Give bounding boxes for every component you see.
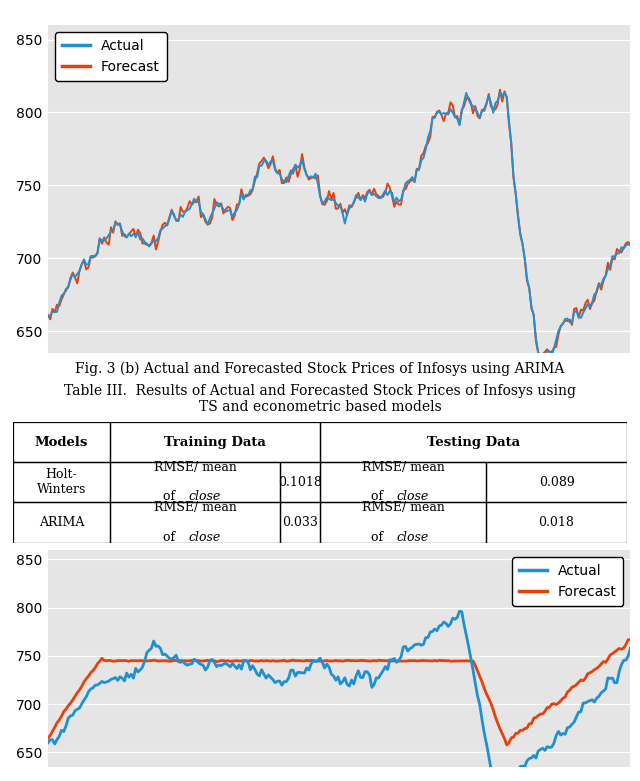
Text: close: close — [397, 530, 429, 544]
Text: Models: Models — [35, 436, 88, 448]
Forecast — [289, 655, 297, 665]
Text: of: of — [163, 530, 180, 544]
Forecast — [602, 658, 609, 667]
Actual — [127, 669, 135, 679]
Forecast — [127, 226, 135, 236]
Actual — [518, 761, 526, 771]
Line: Forecast: Forecast — [48, 640, 630, 745]
Forecast — [496, 85, 504, 95]
Text: 0.033: 0.033 — [282, 516, 318, 529]
Forecast — [627, 635, 634, 644]
Text: close: close — [397, 490, 429, 503]
Forecast — [44, 733, 52, 743]
Forecast — [287, 169, 294, 179]
Text: of: of — [371, 530, 388, 544]
Forecast — [503, 740, 511, 750]
Actual — [456, 607, 463, 616]
Actual — [627, 241, 634, 250]
Line: Forecast: Forecast — [48, 90, 630, 360]
Actual — [127, 231, 135, 241]
Text: 0.1018: 0.1018 — [278, 476, 322, 489]
Actual — [516, 230, 524, 240]
Text: RMSE/ mean: RMSE/ mean — [154, 501, 236, 515]
Actual — [44, 312, 52, 321]
Legend: Actual, Forecast: Actual, Forecast — [55, 32, 166, 80]
Forecast — [604, 258, 612, 267]
Text: Holt-
Winters: Holt- Winters — [36, 469, 86, 496]
Text: ARIMA: ARIMA — [38, 516, 84, 529]
Text: close: close — [189, 490, 221, 503]
Actual — [44, 738, 52, 747]
Text: 0.018: 0.018 — [539, 516, 575, 529]
Forecast — [127, 656, 135, 665]
Actual — [496, 87, 504, 97]
Actual — [490, 767, 497, 776]
Forecast — [536, 355, 544, 365]
Forecast — [516, 726, 524, 735]
Line: Actual: Actual — [48, 92, 630, 360]
Text: Testing Data: Testing Data — [427, 436, 520, 448]
Forecast — [114, 656, 122, 665]
Actual — [604, 264, 612, 273]
Actual — [287, 166, 294, 175]
Line: Actual: Actual — [48, 612, 630, 772]
Forecast — [627, 240, 634, 249]
Forecast — [289, 165, 297, 174]
Text: 0.089: 0.089 — [539, 476, 575, 489]
Actual — [289, 665, 297, 675]
Actual — [627, 644, 634, 653]
Forecast — [516, 228, 524, 237]
Text: of: of — [371, 490, 388, 503]
Actual — [289, 169, 297, 179]
Actual — [114, 219, 122, 228]
Text: Training Data: Training Data — [164, 436, 266, 448]
Actual — [287, 665, 294, 675]
Text: close: close — [189, 530, 221, 544]
Actual — [536, 355, 544, 365]
Text: RMSE/ mean: RMSE/ mean — [154, 462, 236, 474]
Text: Fig. 3 (b) Actual and Forecasted Stock Prices of Infosys using ARIMA: Fig. 3 (b) Actual and Forecasted Stock P… — [76, 362, 564, 376]
Text: TS and econometric based models: TS and econometric based models — [198, 400, 442, 414]
Actual — [114, 676, 122, 685]
Text: Table III.  Results of Actual and Forecasted Stock Prices of Infosys using: Table III. Results of Actual and Forecas… — [64, 384, 576, 398]
Text: of: of — [163, 490, 180, 503]
Text: RMSE/ mean: RMSE/ mean — [362, 501, 444, 515]
Text: RMSE/ mean: RMSE/ mean — [362, 462, 444, 474]
Forecast — [114, 220, 122, 230]
Forecast — [287, 656, 294, 665]
Legend: Actual, Forecast: Actual, Forecast — [512, 557, 623, 605]
Actual — [604, 673, 612, 683]
Forecast — [44, 310, 52, 319]
